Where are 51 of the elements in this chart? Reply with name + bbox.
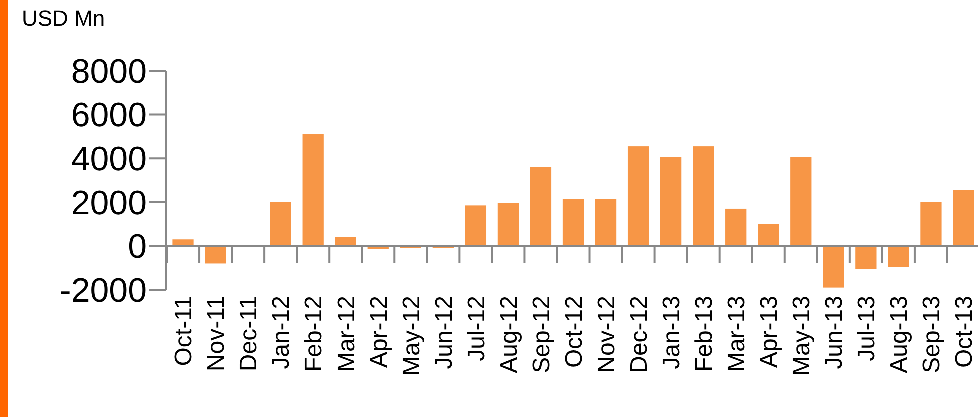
bar [205, 246, 226, 264]
y-tick-label: 2000 [71, 184, 147, 222]
x-tick-label: Jul-12 [463, 296, 490, 362]
x-tick-label: Aug-12 [496, 296, 523, 374]
x-tick-label: May-13 [788, 296, 816, 376]
x-tick-label: Nov-11 [203, 296, 230, 372]
y-tick-label: 4000 [71, 140, 147, 178]
x-tick-label: Aug-13 [886, 296, 914, 374]
x-tick-label: Sep-12 [528, 296, 556, 374]
x-tick-label: Jan-13 [658, 296, 686, 370]
x-tick-label: May-12 [398, 296, 426, 376]
x-tick-label: Mar-12 [333, 296, 360, 372]
bar [823, 246, 844, 288]
x-tick-label: Oct-12 [560, 296, 588, 368]
y-tick-label: -2000 [60, 272, 147, 310]
y-tick-label: 0 [128, 228, 147, 266]
bar [562, 199, 584, 246]
x-tick-label: Nov-12 [593, 296, 620, 374]
y-tick-label: 6000 [71, 96, 147, 135]
x-tick-label: Feb-13 [690, 296, 718, 372]
x-tick-label: Apr-13 [756, 296, 784, 368]
bar [758, 224, 780, 246]
bar [856, 246, 877, 270]
x-tick-label: Oct-13 [951, 296, 978, 368]
bar [693, 146, 714, 246]
bar [465, 206, 487, 246]
x-tick-label: Jul-13 [854, 296, 881, 362]
x-tick-label: Apr-12 [366, 296, 393, 368]
bar [270, 202, 292, 246]
x-tick-label: Dec-12 [626, 296, 653, 374]
bar [920, 202, 942, 246]
y-tick-label: 8000 [71, 52, 147, 91]
x-tick-label: Jan-12 [268, 296, 296, 370]
bar [660, 158, 682, 246]
x-tick-label: Feb-12 [300, 296, 328, 372]
bar [498, 203, 520, 246]
x-tick-label: Sep-13 [918, 296, 946, 374]
bar [628, 146, 650, 246]
bar [888, 246, 910, 268]
x-tick-label: Mar-13 [724, 296, 750, 372]
bar [953, 190, 974, 246]
bar [790, 158, 812, 246]
x-tick-label: Jun-13 [821, 296, 848, 370]
x-tick-label: Oct-11 [170, 296, 198, 366]
x-tick-label: Dec-11 [236, 296, 263, 372]
bar [595, 199, 617, 246]
x-tick-label: Jun-12 [430, 296, 458, 370]
y-axis-title: USD Mn [22, 6, 106, 31]
bar [302, 134, 324, 246]
bar [530, 167, 552, 246]
bar [726, 208, 747, 246]
